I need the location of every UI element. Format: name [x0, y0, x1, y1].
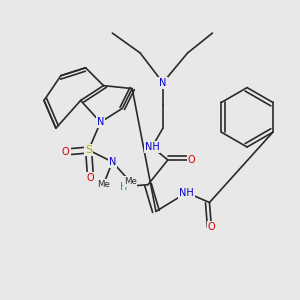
- Text: Me: Me: [124, 177, 136, 186]
- Text: S: S: [85, 145, 92, 155]
- Text: H: H: [120, 182, 127, 192]
- Text: N: N: [159, 78, 167, 88]
- Text: O: O: [208, 222, 215, 232]
- Text: Me: Me: [97, 180, 110, 189]
- Text: O: O: [87, 173, 94, 183]
- Text: N: N: [109, 157, 116, 167]
- Text: NH: NH: [179, 188, 194, 198]
- Text: N: N: [97, 117, 104, 127]
- Text: O: O: [188, 155, 195, 165]
- Text: NH: NH: [145, 142, 159, 152]
- Text: O: O: [62, 147, 70, 157]
